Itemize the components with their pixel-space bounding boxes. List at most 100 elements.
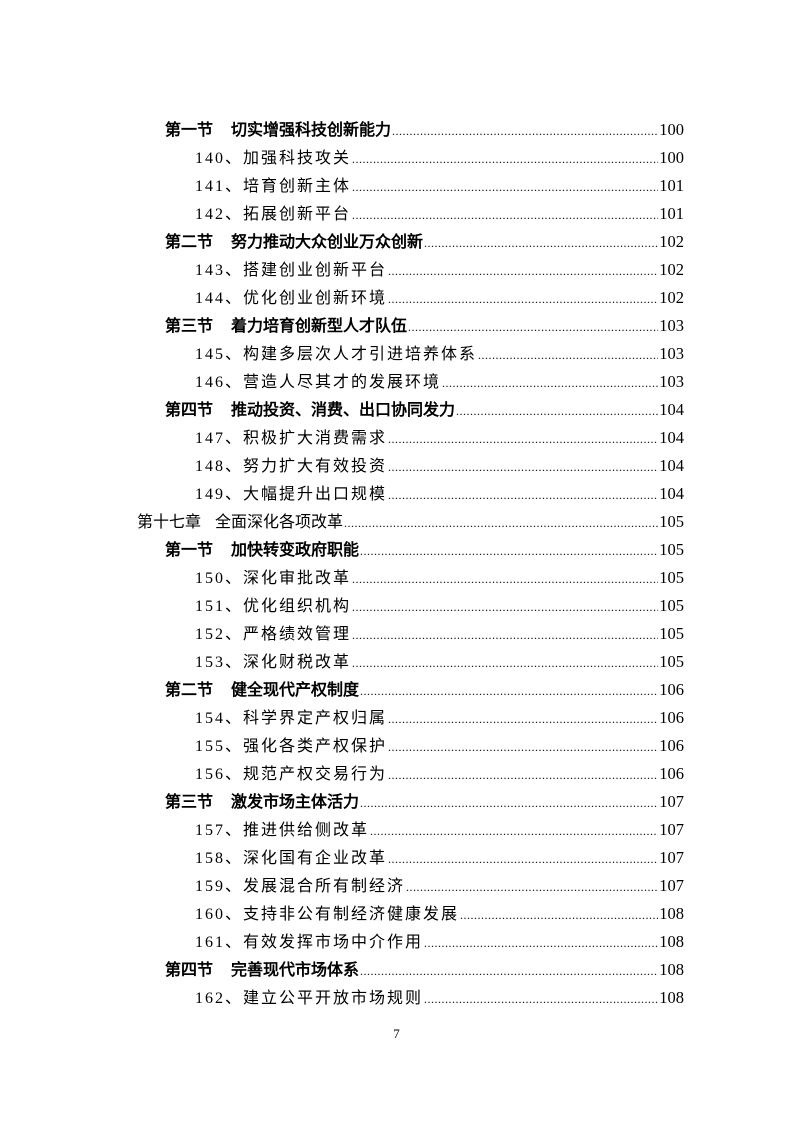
toc-entry-title: 145、构建多层次人才引进培养体系	[195, 341, 477, 369]
toc-item-entry[interactable]: 149、大幅提升出口规模 104	[0, 480, 684, 508]
toc-entry-text: 优化创业创新环境	[243, 290, 388, 307]
toc-entry-title: 140、加强科技攻关	[195, 145, 351, 173]
toc-item-entry[interactable]: 144、优化创业创新环境 102	[0, 284, 684, 312]
dot-leader	[392, 117, 658, 145]
toc-item-entry[interactable]: 156、规范产权交易行为 106	[0, 760, 684, 788]
dot-leader	[352, 621, 658, 649]
toc-item-entry[interactable]: 148、努力扩大有效投资 104	[0, 452, 684, 480]
toc-entry-page: 100	[659, 148, 684, 167]
toc-entry-text: 积极扩大消费需求	[243, 430, 388, 447]
toc-item-entry[interactable]: 151、优化组织机构 105	[0, 592, 684, 620]
dot-leader	[388, 733, 658, 761]
toc-entry-text: 完善现代市场体系	[231, 962, 360, 979]
toc-entry-title: 154、科学界定产权归属	[195, 705, 387, 733]
toc-entry-title: 第一节 切实增强科技创新能力	[165, 117, 391, 145]
toc-entry-page: 105	[659, 624, 684, 643]
dot-leader	[424, 229, 658, 257]
toc-entry-page: 106	[659, 680, 684, 699]
toc-entry-title: 141、培育创新主体	[195, 173, 351, 201]
toc-item-entry[interactable]: 143、搭建创业创新平台 102	[0, 256, 684, 284]
dot-leader	[360, 677, 658, 705]
dot-leader	[388, 425, 658, 453]
toc-item-entry[interactable]: 146、营造人尽其才的发展环境 103	[0, 368, 684, 396]
toc-entry-label: 第四节	[165, 962, 214, 979]
toc-entry-text: 努力扩大有效投资	[243, 458, 388, 475]
toc-entry-label: 159、	[195, 878, 244, 895]
toc-item-entry[interactable]: 161、有效发挥市场中介作用 108	[0, 928, 684, 956]
toc-entry-title: 第十七章 全面深化各项改革	[137, 509, 343, 537]
toc-item-entry[interactable]: 162、建立公平开放市场规则 108	[0, 984, 684, 1012]
toc-entry-title: 155、强化各类产权保护	[195, 733, 387, 761]
toc-entry-label: 143、	[195, 262, 244, 279]
toc-entry-text: 努力推动大众创业万众创新	[231, 234, 424, 251]
toc-entry-label: 149、	[195, 486, 244, 503]
toc-entry-text: 切实增强科技创新能力	[231, 122, 392, 139]
toc-item-entry[interactable]: 142、拓展创新平台 101	[0, 200, 684, 228]
toc-item-entry[interactable]: 153、深化财税改革 105	[0, 648, 684, 676]
toc-entry-text: 发展混合所有制经济	[243, 878, 406, 895]
toc-entry-page: 104	[659, 400, 684, 419]
toc-item-entry[interactable]: 158、深化国有企业改革 107	[0, 844, 684, 872]
toc-item-entry[interactable]: 147、积极扩大消费需求 104	[0, 424, 684, 452]
toc-item-entry[interactable]: 160、支持非公有制经济健康发展 108	[0, 900, 684, 928]
toc-entry-text: 拓展创新平台	[243, 206, 352, 223]
toc-entry-text: 着力培育创新型人才队伍	[231, 318, 408, 335]
toc-entry-title: 144、优化创业创新环境	[195, 285, 387, 313]
toc-entry-text: 严格绩效管理	[243, 626, 352, 643]
dot-leader	[352, 565, 658, 593]
toc-entry-title: 150、深化审批改革	[195, 565, 351, 593]
toc-entry-label: 第十七章	[137, 514, 202, 531]
toc-item-entry[interactable]: 159、发展混合所有制经济 107	[0, 872, 684, 900]
toc-entry-page: 105	[659, 540, 684, 559]
toc-entry-page: 105	[659, 568, 684, 587]
toc-entry-text: 大幅提升出口规模	[243, 486, 388, 503]
toc-entry-page: 104	[659, 456, 684, 475]
dot-leader	[424, 929, 658, 957]
toc-item-entry[interactable]: 150、深化审批改革 105	[0, 564, 684, 592]
table-of-contents: 第一节切实增强科技创新能力100140、加强科技攻关100141、培育创新主体1…	[0, 116, 793, 1012]
dot-leader	[388, 453, 658, 481]
toc-entry-text: 优化组织机构	[243, 598, 352, 615]
toc-entry-page: 100	[659, 120, 684, 139]
toc-entry-title: 142、拓展创新平台	[195, 201, 351, 229]
toc-entry-text: 深化财税改革	[243, 654, 352, 671]
toc-item-entry[interactable]: 152、严格绩效管理 105	[0, 620, 684, 648]
toc-entry-title: 146、营造人尽其才的发展环境	[195, 369, 441, 397]
toc-entry-label: 156、	[195, 766, 244, 783]
toc-entry-title: 第二节 努力推动大众创业万众创新	[165, 229, 423, 257]
toc-item-entry[interactable]: 157、推进供给侧改革 107	[0, 816, 684, 844]
toc-entry-page: 108	[659, 932, 684, 951]
toc-entry-title: 149、大幅提升出口规模	[195, 481, 387, 509]
toc-item-entry[interactable]: 145、构建多层次人才引进培养体系 103	[0, 340, 684, 368]
toc-entry-label: 157、	[195, 822, 244, 839]
toc-item-entry[interactable]: 155、强化各类产权保护 106	[0, 732, 684, 760]
toc-entry-text: 全面深化各项改革	[215, 514, 344, 531]
dot-leader	[360, 789, 658, 817]
toc-entry-title: 151、优化组织机构	[195, 593, 351, 621]
toc-entry-text: 培育创新主体	[243, 178, 352, 195]
toc-entry-page: 105	[659, 512, 684, 531]
toc-entry-text: 建立公平开放市场规则	[243, 990, 424, 1007]
dot-leader	[388, 481, 658, 509]
toc-item-entry[interactable]: 141、培育创新主体 101	[0, 172, 684, 200]
toc-entry-label: 147、	[195, 430, 244, 447]
toc-entry-label: 145、	[195, 346, 244, 363]
toc-entry-page: 101	[659, 204, 684, 223]
toc-entry-label: 153、	[195, 654, 244, 671]
toc-entry-title: 160、支持非公有制经济健康发展	[195, 901, 459, 929]
toc-entry-page: 108	[659, 960, 684, 979]
toc-item-entry[interactable]: 140、加强科技攻关 100	[0, 144, 684, 172]
toc-item-entry[interactable]: 154、科学界定产权归属 106	[0, 704, 684, 732]
toc-entry-text: 规范产权交易行为	[243, 766, 388, 783]
toc-entry-title: 第四节 完善现代市场体系	[165, 957, 359, 985]
dot-leader	[352, 649, 658, 677]
